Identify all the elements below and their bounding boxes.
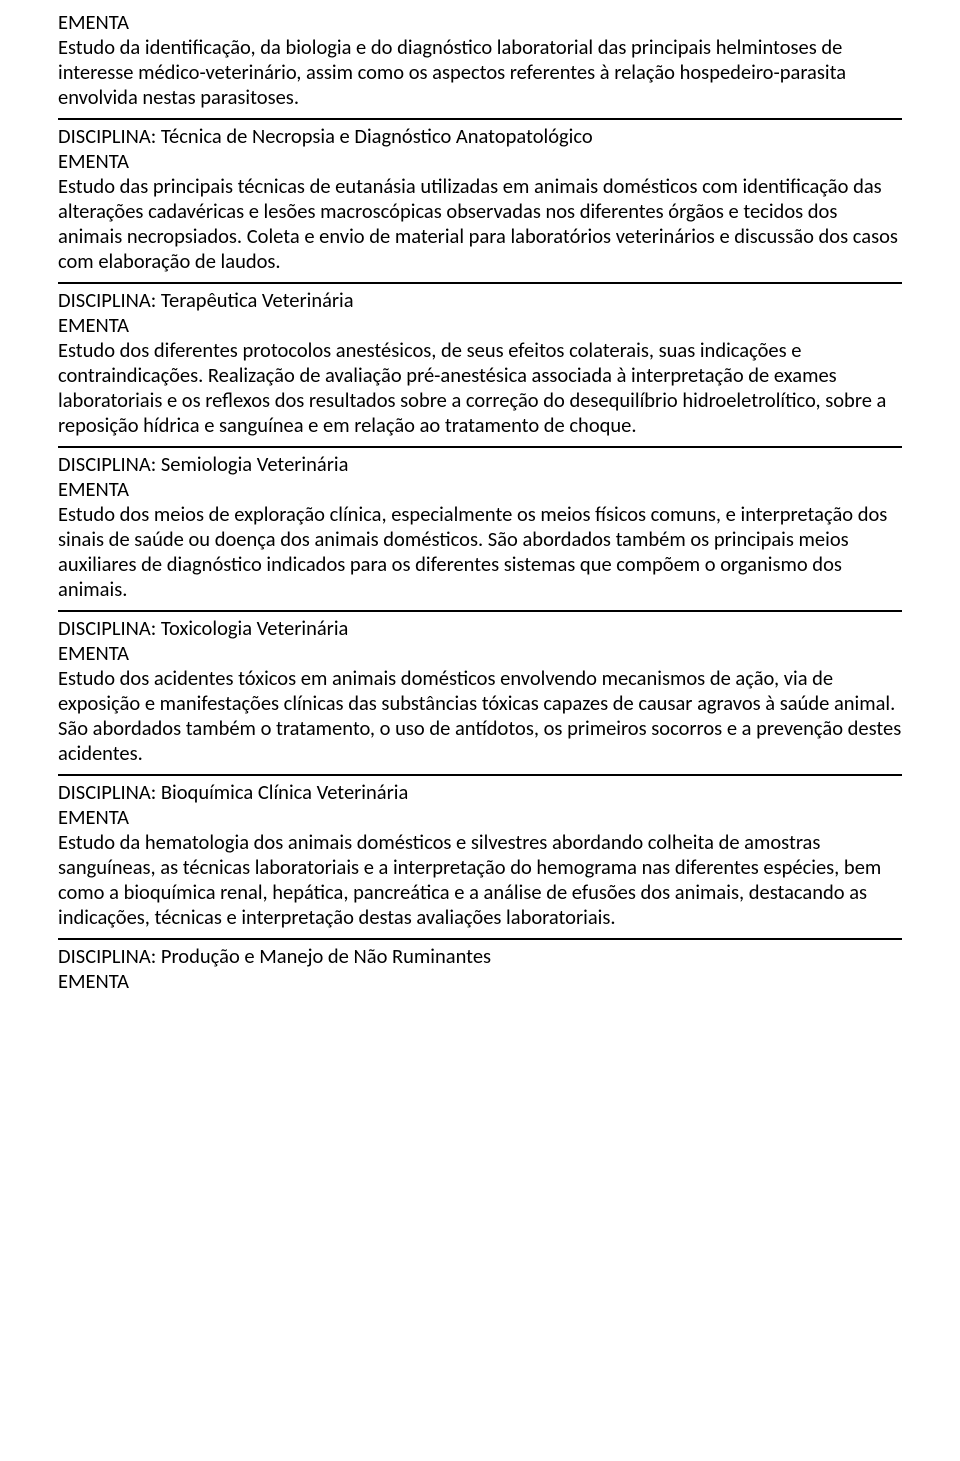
ementa-section: DISCIPLINA: Técnica de Necropsia e Diagn… (58, 124, 902, 274)
ementa-body: Estudo da identificação, da biologia e d… (58, 35, 902, 110)
ementa-body: Estudo dos acidentes tóxicos em animais … (58, 666, 902, 766)
ementa-body: Estudo das principais técnicas de eutaná… (58, 174, 902, 274)
disciplina-line: DISCIPLINA: Bioquímica Clínica Veterinár… (58, 780, 902, 805)
ementa-body: Estudo da hematologia dos animais domést… (58, 830, 902, 930)
ementa-label: EMENTA (58, 10, 902, 35)
ementa-label: EMENTA (58, 313, 902, 338)
disciplina-title: Técnica de Necropsia e Diagnóstico Anato… (161, 123, 593, 149)
ementa-body: Estudo dos diferentes protocolos anestés… (58, 338, 902, 438)
ementa-label: EMENTA (58, 149, 902, 174)
disciplina-line: DISCIPLINA: Terapêutica Veterinária (58, 288, 902, 313)
disciplina-prefix: DISCIPLINA: (58, 943, 161, 969)
ementa-label: EMENTA (58, 477, 902, 502)
ementa-label: EMENTA (58, 641, 902, 666)
disciplina-line: DISCIPLINA: Produção e Manejo de Não Rum… (58, 944, 902, 969)
disciplina-line: DISCIPLINA: Toxicologia Veterinária (58, 616, 902, 641)
ementa-label: EMENTA (58, 969, 902, 994)
divider (58, 118, 902, 120)
disciplina-line: DISCIPLINA: Técnica de Necropsia e Diagn… (58, 124, 902, 149)
disciplina-prefix: DISCIPLINA: (58, 451, 161, 477)
divider (58, 774, 902, 776)
disciplina-prefix: DISCIPLINA: (58, 615, 161, 641)
disciplina-title: Semiologia Veterinária (161, 451, 349, 477)
divider (58, 610, 902, 612)
ementa-label: EMENTA (58, 805, 902, 830)
disciplina-title: Produção e Manejo de Não Ruminantes (161, 943, 491, 969)
ementa-body: Estudo dos meios de exploração clínica, … (58, 502, 902, 602)
disciplina-prefix: DISCIPLINA: (58, 779, 161, 805)
disciplina-title: Terapêutica Veterinária (161, 287, 354, 313)
ementa-section: DISCIPLINA: Toxicologia Veterinária EMEN… (58, 616, 902, 766)
ementa-section: DISCIPLINA: Semiologia Veterinária EMENT… (58, 452, 902, 602)
ementa-section: DISCIPLINA: Bioquímica Clínica Veterinár… (58, 780, 902, 930)
disciplina-prefix: DISCIPLINA: (58, 287, 161, 313)
ementa-section: DISCIPLINA: Terapêutica Veterinária EMEN… (58, 288, 902, 438)
divider (58, 938, 902, 940)
disciplina-line: DISCIPLINA: Semiologia Veterinária (58, 452, 902, 477)
disciplina-prefix: DISCIPLINA: (58, 123, 161, 149)
divider (58, 446, 902, 448)
disciplina-title: Bioquímica Clínica Veterinária (161, 779, 408, 805)
ementa-section: EMENTA Estudo da identificação, da biolo… (58, 10, 902, 110)
divider (58, 282, 902, 284)
disciplina-title: Toxicologia Veterinária (161, 615, 348, 641)
ementa-section: DISCIPLINA: Produção e Manejo de Não Rum… (58, 944, 902, 994)
